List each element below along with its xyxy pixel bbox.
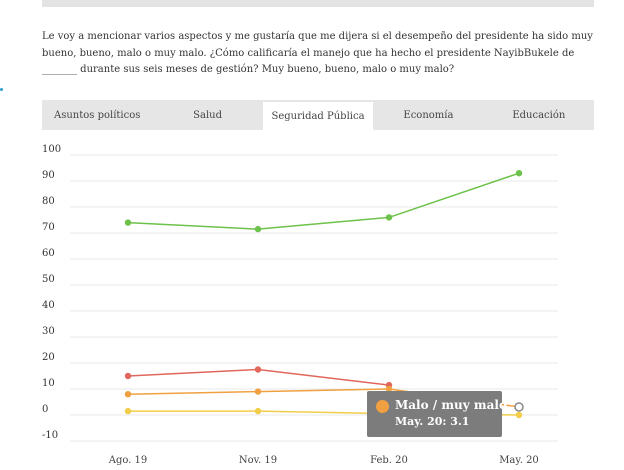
data-point[interactable]: [254, 225, 262, 233]
y-tick-label: 20: [42, 352, 55, 363]
tooltip-value: May. 20: 3.1: [395, 415, 470, 428]
tab-educacion[interactable]: Educación: [512, 109, 566, 121]
y-tick-label: 70: [42, 222, 55, 233]
tab-asuntos-politicos[interactable]: Asuntos políticos: [54, 109, 141, 121]
data-point[interactable]: [124, 372, 132, 380]
data-point[interactable]: [124, 391, 132, 398]
y-tick-label: 50: [42, 274, 55, 285]
x-tick-label: Feb. 20: [370, 455, 408, 466]
side-marker: [0, 88, 3, 91]
tooltip-series-dot: [376, 400, 389, 413]
top-bar: [42, 0, 594, 7]
x-tick-label: May. 20: [499, 455, 539, 466]
data-point[interactable]: [254, 407, 262, 415]
series-lines: [127, 172, 520, 416]
y-tick-label: 30: [42, 326, 55, 337]
series-line: [127, 172, 520, 230]
grid-lines: [70, 154, 558, 442]
data-point[interactable]: [385, 385, 393, 393]
tab-salud[interactable]: Salud: [193, 109, 223, 121]
tab-economia[interactable]: Economía: [403, 109, 454, 121]
y-tick-label: -10: [42, 430, 58, 441]
y-tick-label: 80: [42, 196, 55, 207]
data-point[interactable]: [515, 411, 523, 419]
y-tick-label: 10: [42, 378, 55, 389]
data-point[interactable]: [254, 388, 262, 395]
data-point[interactable]: [515, 170, 523, 177]
y-tick-label: 100: [42, 144, 61, 155]
x-tick-label: Ago. 19: [108, 455, 148, 466]
data-point[interactable]: [254, 366, 262, 373]
series-points: [124, 170, 524, 419]
tab-seguridad-publica[interactable]: Seguridad Pública: [262, 102, 374, 130]
data-point[interactable]: [124, 407, 132, 415]
x-tick-label: Nov. 19: [239, 455, 277, 466]
y-tick-label: 60: [42, 248, 55, 259]
chart-tooltip: Malo / muy malo May. 20: 3.1: [367, 391, 507, 437]
survey-question: Le voy a mencionar varios aspectos y me …: [42, 31, 593, 75]
tooltip-title: Malo / muy malo: [395, 398, 507, 412]
y-tick-label: 40: [42, 300, 55, 311]
x-axis-ticks: Ago. 19 Nov. 19 Feb. 20 May. 20: [108, 455, 539, 466]
data-point[interactable]: [514, 402, 524, 412]
y-tick-label: 90: [42, 170, 55, 181]
category-tabs: Asuntos políticos Salud Seguridad Públic…: [42, 100, 594, 130]
data-point[interactable]: [124, 219, 132, 226]
y-tick-label: 0: [42, 404, 48, 415]
data-point[interactable]: [385, 214, 393, 221]
